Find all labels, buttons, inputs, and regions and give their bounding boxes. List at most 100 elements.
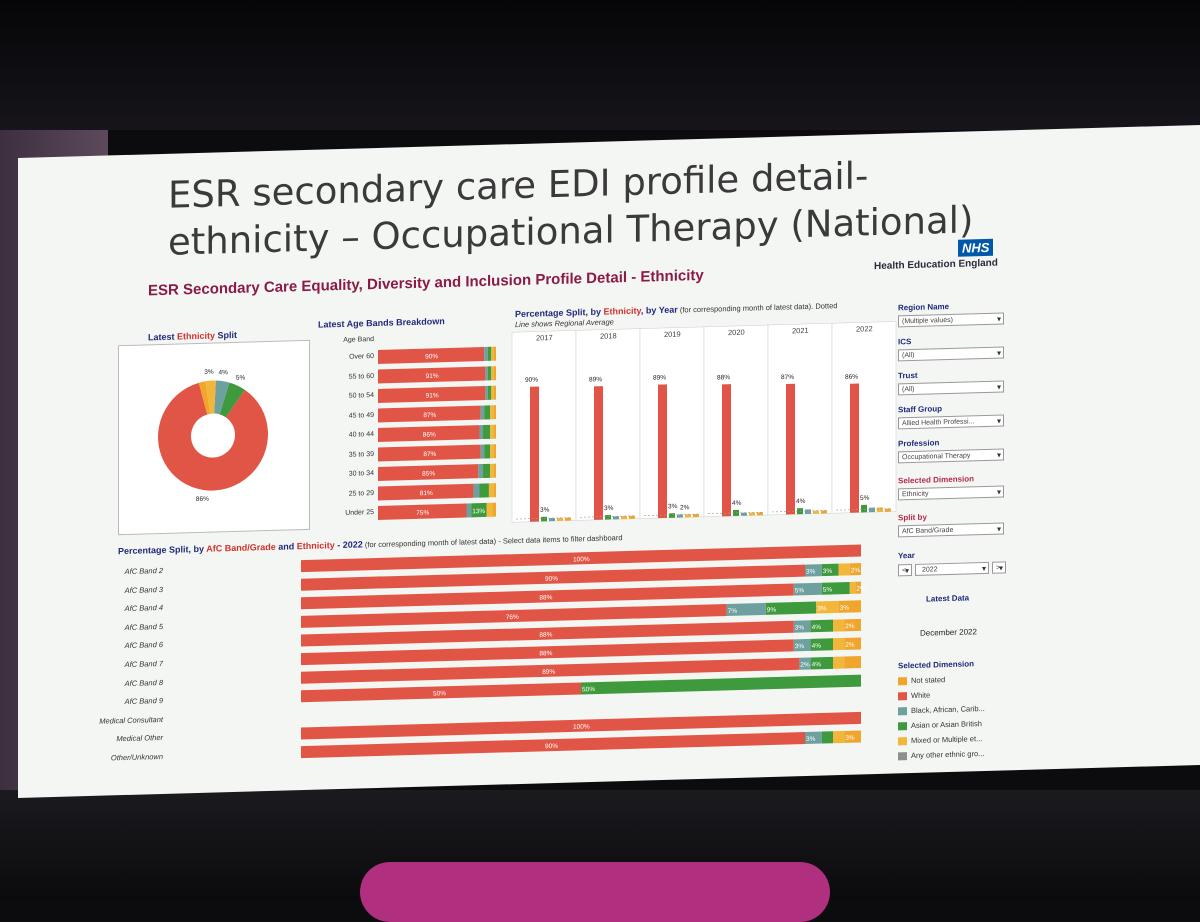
age-bar-segment bbox=[480, 444, 485, 459]
age-bar-label: 85% bbox=[422, 470, 435, 477]
age-bar-label: 87% bbox=[423, 412, 436, 419]
year-bar bbox=[722, 384, 731, 517]
afc-bar-label: 100% bbox=[573, 556, 590, 563]
afc-band-label: AfC Band 2 bbox=[124, 565, 163, 577]
age-axis-title: Age Band bbox=[343, 336, 374, 344]
afc-bar-segment bbox=[821, 731, 833, 744]
afc-band-label: Medical Other bbox=[116, 733, 163, 744]
afc-bar-label: 3% bbox=[845, 735, 855, 742]
age-bar-label: 81% bbox=[420, 490, 433, 497]
legend-item[interactable]: Any other ethnic gro... bbox=[898, 749, 984, 761]
dashboard-header: ESR Secondary Care Equality, Diversity a… bbox=[148, 266, 704, 300]
staff-group-dropdown[interactable]: Allied Health Professi... bbox=[898, 414, 1004, 430]
afc-bar-segment bbox=[844, 656, 862, 669]
afc-bar-segment bbox=[849, 581, 856, 594]
afc-bar-label: 4% bbox=[812, 624, 822, 631]
ics-dropdown[interactable]: (All) bbox=[898, 346, 1004, 362]
legend-item[interactable]: White bbox=[898, 691, 930, 701]
age-bar-segment bbox=[478, 464, 484, 479]
age-bar-label: 86% bbox=[423, 431, 436, 438]
year-asian-label: 4% bbox=[796, 498, 806, 505]
legend-item[interactable]: Mixed or Multiple et... bbox=[898, 734, 982, 746]
age-band-label: 40 to 44 bbox=[348, 431, 374, 439]
afc-bar-segment bbox=[301, 583, 794, 610]
age-bar-segment bbox=[493, 366, 497, 381]
age-bar-segment bbox=[493, 444, 497, 459]
year-label: Year bbox=[898, 550, 915, 561]
donut-title-prefix: Latest bbox=[148, 331, 178, 343]
year-panel bbox=[767, 323, 833, 516]
year-bar bbox=[693, 513, 699, 518]
legend-label: White bbox=[911, 690, 931, 701]
year-panel bbox=[639, 326, 705, 519]
year-bar bbox=[594, 386, 603, 520]
afc-bar-segment bbox=[726, 602, 766, 617]
afc-bar-label: 88% bbox=[539, 650, 552, 657]
legend-item[interactable]: Not stated bbox=[898, 675, 945, 686]
afc-title-b: AfC Band/Grade bbox=[206, 541, 276, 554]
afc-band-label: AfC Band 8 bbox=[124, 677, 163, 688]
year-prev-button[interactable]: < bbox=[898, 564, 912, 577]
age-asian-label: 13% bbox=[472, 508, 485, 515]
donut-slice bbox=[205, 380, 216, 414]
year-bar bbox=[685, 514, 691, 518]
age-bar-segment bbox=[490, 405, 494, 420]
age-bar-segment bbox=[484, 405, 491, 420]
afc-band-label: AfC Band 5 bbox=[124, 621, 163, 632]
afc-bar-segment bbox=[844, 618, 862, 632]
year-bar bbox=[530, 386, 539, 522]
afc-bar-segment bbox=[810, 656, 833, 670]
age-bar-segment bbox=[493, 424, 497, 439]
afc-bar-segment bbox=[833, 656, 845, 669]
year-chart-subtitle: Line shows Regional Average bbox=[515, 317, 614, 330]
year-white-label: 86% bbox=[845, 374, 858, 381]
age-bar-segment bbox=[492, 502, 496, 517]
age-bar-segment bbox=[479, 425, 484, 440]
donut-slice-label: 86% bbox=[196, 496, 209, 503]
age-bar-segment bbox=[491, 385, 494, 400]
age-band-label: 35 to 39 bbox=[348, 450, 374, 459]
age-bar-segment bbox=[485, 385, 488, 400]
age-bar-segment bbox=[493, 463, 497, 478]
split-by-dropdown[interactable]: AfC Band/Grade bbox=[898, 522, 1004, 538]
year-tick-label: 2020 bbox=[728, 328, 745, 337]
legend-item[interactable]: Black, African, Carib... bbox=[898, 704, 985, 716]
age-bar-segment bbox=[491, 366, 494, 381]
region-label: Region Name bbox=[898, 301, 950, 313]
afc-bar-label: 88% bbox=[539, 631, 552, 638]
trust-label: Trust bbox=[898, 370, 918, 381]
afc-bar-segment bbox=[799, 657, 811, 670]
dimension-label: Selected Dimension bbox=[898, 474, 975, 486]
afc-band-chart[interactable]: 100%90%3% 3% 2%88%5% 5% 2%76%7% 9% 3% 3%88%3% 4%… bbox=[18, 158, 866, 759]
profession-dropdown[interactable]: Occupational Therapy bbox=[898, 448, 1004, 464]
year-bar bbox=[813, 510, 819, 514]
afc-bar-label: 90% bbox=[545, 743, 558, 750]
afc-bar-segment bbox=[833, 619, 845, 632]
year-white-label: 90% bbox=[525, 376, 538, 383]
year-bar bbox=[549, 518, 555, 522]
age-bar-segment bbox=[473, 483, 480, 498]
age-band-chart: 90% 91% 91% 87% 86% 87% 85% 81% 75% 13% bbox=[378, 346, 497, 520]
afc-bar-segment bbox=[301, 604, 727, 628]
regional-average-line bbox=[516, 517, 572, 520]
age-bar-segment bbox=[488, 483, 494, 498]
region-dropdown[interactable]: (Multiple values) bbox=[898, 312, 1004, 328]
dimension-dropdown[interactable]: Ethnicity bbox=[898, 485, 1004, 501]
age-band-label: 25 to 29 bbox=[348, 489, 374, 498]
afc-bar-segment bbox=[844, 730, 862, 743]
latest-data-value: December 2022 bbox=[920, 627, 977, 638]
year-dropdown[interactable]: 2022 bbox=[915, 561, 989, 576]
afc-bar-label: 2% bbox=[800, 661, 810, 668]
age-bar-segment bbox=[493, 483, 497, 498]
year-next-button[interactable]: > bbox=[992, 561, 1006, 574]
donut-slice bbox=[214, 380, 230, 415]
trust-dropdown[interactable]: (All) bbox=[898, 380, 1004, 396]
afc-bar-segment bbox=[821, 563, 839, 577]
event-banner bbox=[360, 862, 830, 922]
afc-bar-segment bbox=[301, 732, 805, 759]
afc-bar-label: 3% bbox=[806, 568, 816, 575]
legend-item[interactable]: Asian or Asian British bbox=[898, 719, 982, 731]
year-asian-label: 3% bbox=[668, 503, 678, 510]
age-band-label: Under 25 bbox=[345, 509, 374, 517]
donut-slice bbox=[198, 381, 211, 415]
